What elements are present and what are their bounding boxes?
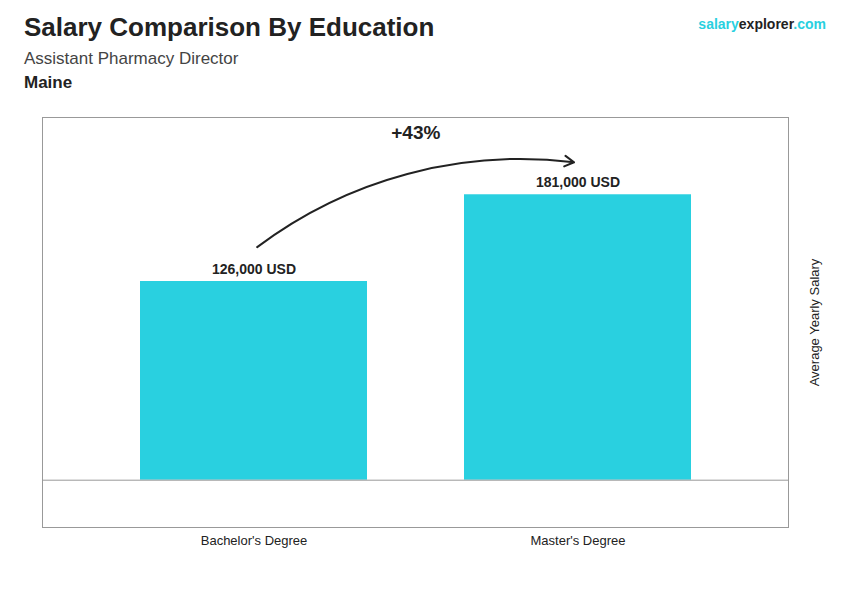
html-text:Maine: Maine <box>24 73 73 92</box>
svg-text:Average Yearly Salary: Average Yearly Salary <box>807 258 822 386</box>
html-text:Salary Comparison By Education: Salary Comparison By Education <box>24 12 435 42</box>
svg-text:181,000 USD: 181,000 USD <box>536 174 620 190</box>
svg-text:+43%: +43% <box>391 122 440 143</box>
svg-text:Master's Degree: Master's Degree <box>531 533 626 548</box>
svg-text:126,000 USD: 126,000 USD <box>212 261 296 277</box>
html-text:Assistant Pharmacy Director: Assistant Pharmacy Director <box>24 49 239 68</box>
html-text:salary explorer.com: salary explorer.com <box>698 16 826 32</box>
svg-text:Bachelor's Degree: Bachelor's Degree <box>201 533 308 548</box>
